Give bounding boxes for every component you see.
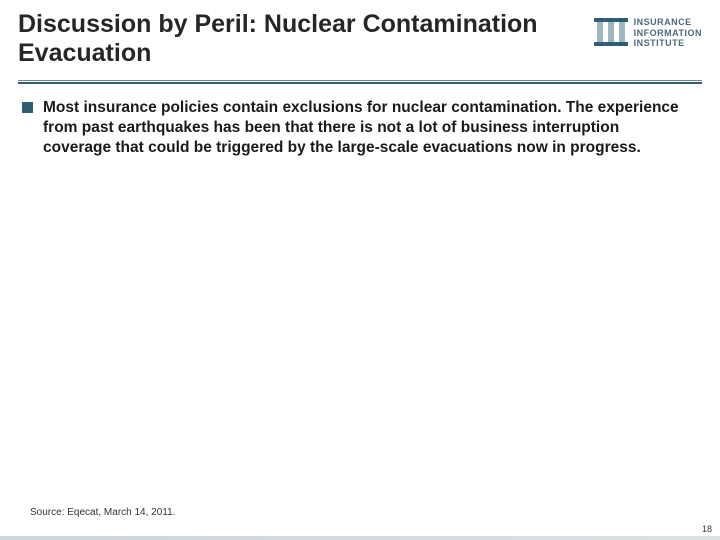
source-citation: Source: Eqecat, March 14, 2011.	[30, 507, 175, 518]
slide: Discussion by Peril: Nuclear Contaminati…	[0, 0, 720, 540]
bullet-item: Most insurance policies contain exclusio…	[22, 98, 690, 157]
slide-title: Discussion by Peril: Nuclear Contaminati…	[18, 10, 558, 68]
logo-columns-icon	[594, 16, 628, 50]
footer-accent-band	[0, 536, 720, 540]
logo-text-line2: INFORMATION	[634, 28, 702, 39]
logo-text-line1: INSURANCE	[634, 17, 702, 28]
slide-header: Discussion by Peril: Nuclear Contaminati…	[18, 10, 702, 82]
title-underline-thick	[18, 82, 702, 84]
slide-body: Most insurance policies contain exclusio…	[22, 98, 690, 157]
title-underline-thin	[18, 80, 702, 81]
logo-text-line3: INSTITUTE	[634, 38, 702, 49]
title-underline	[18, 80, 702, 84]
bullet-text: Most insurance policies contain exclusio…	[43, 98, 690, 157]
logo-text: INSURANCE INFORMATION INSTITUTE	[634, 17, 702, 49]
org-logo: INSURANCE INFORMATION INSTITUTE	[594, 16, 702, 50]
square-bullet-icon	[22, 102, 33, 113]
page-number: 18	[702, 524, 712, 534]
